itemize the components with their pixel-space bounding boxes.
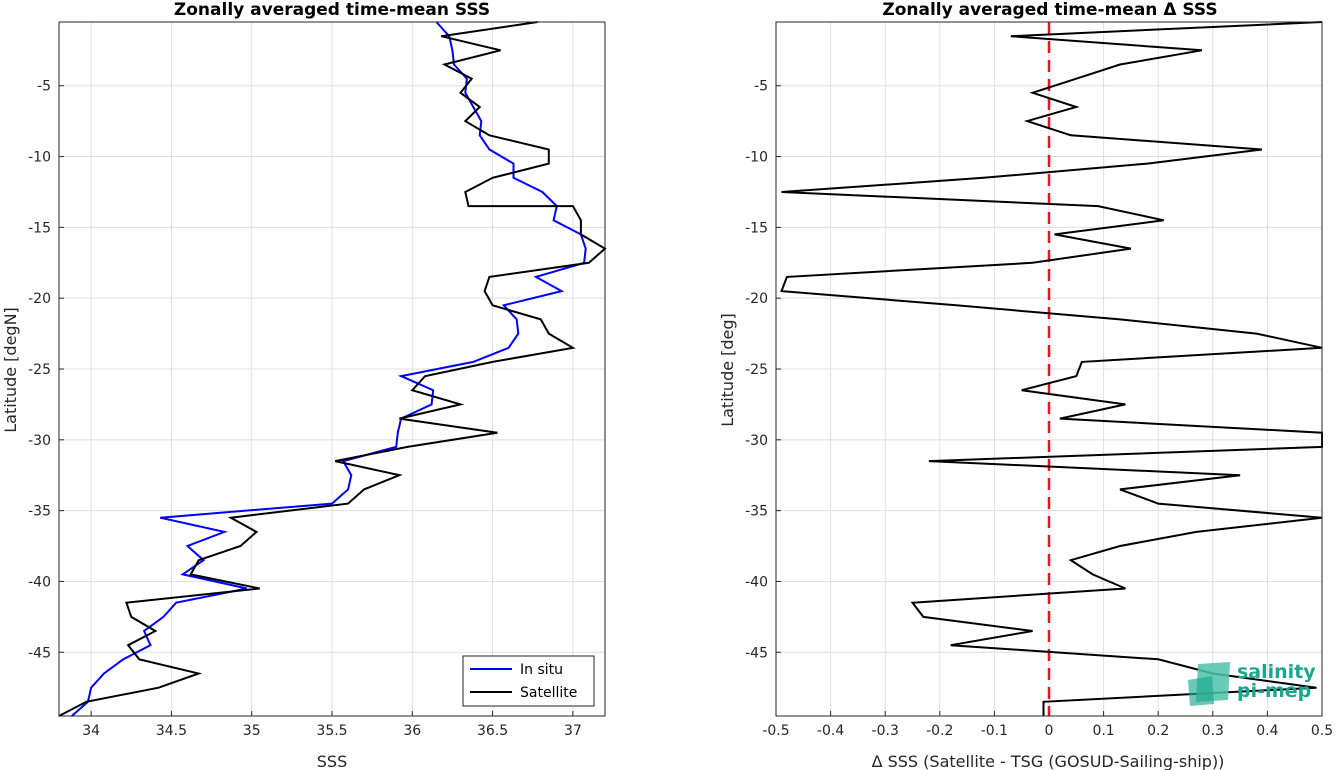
legend-label-in-situ: In situ: [520, 662, 563, 678]
legend: In situ Satellite: [462, 655, 595, 707]
left-x-tick-label: 37: [564, 723, 582, 739]
left-x-tick-label: 36: [403, 723, 421, 739]
right-x-tick-label: 0.2: [1147, 723, 1169, 739]
left-plot-frame: [58, 21, 606, 717]
left-y-tick-label: -45: [28, 645, 51, 661]
salinity-pi-mep-logo: salinity pi-mep: [1188, 661, 1316, 706]
right-x-tick-label: 0.4: [1256, 723, 1278, 739]
left-y-axis-label: Latitude [degN]: [1, 307, 20, 433]
right-x-tick-label: -0.4: [817, 723, 844, 739]
right-y-tick-label: -5: [754, 79, 768, 95]
right-x-tick-label: -0.1: [981, 723, 1008, 739]
left-y-tick-label: -20: [28, 291, 51, 307]
right-x-axis-label: Δ SSS (Satellite - TSG (GOSUD-Sailing-sh…: [872, 752, 1225, 770]
right-panel: Zonally averaged time-mean Δ SSS Δ SSS (…: [718, 0, 1333, 770]
left-y-tick-label: -25: [28, 362, 51, 378]
right-y-axis-label: Latitude [deg]: [718, 313, 737, 427]
left-y-tick-label: -35: [28, 504, 51, 520]
right-x-tick-label: 0.1: [1092, 723, 1114, 739]
left-y-tick-label: -5: [37, 79, 51, 95]
right-y-tick-label: -40: [745, 574, 768, 590]
left-chart-title: Zonally averaged time-mean SSS: [174, 0, 490, 20]
logo-mark-shadow-icon: [1188, 676, 1214, 706]
right-y-tick-label: -35: [745, 504, 768, 520]
left-x-tick-label: 36.5: [477, 723, 508, 739]
logo-text-line1: salinity: [1237, 661, 1316, 683]
left-y-tick-label: -10: [28, 150, 51, 166]
right-y-tick-label: -15: [745, 220, 768, 236]
right-chart-title: Zonally averaged time-mean Δ SSS: [882, 0, 1217, 20]
left-series-in-situ-line: [71, 21, 587, 717]
left-y-tick-label: -15: [28, 220, 51, 236]
right-y-tick-label: -20: [745, 291, 768, 307]
right-x-tick-label: -0.3: [872, 723, 899, 739]
right-x-tick-label: 0.5: [1311, 723, 1333, 739]
legend-box: [462, 655, 595, 707]
logo-text-line2: pi-mep: [1237, 680, 1311, 702]
right-x-tick-label: 0: [1045, 723, 1054, 739]
right-series-delta-sss-line: [780, 21, 1323, 716]
left-y-tick-label: -30: [28, 433, 51, 449]
right-y-tick-label: -45: [745, 645, 768, 661]
right-y-tick-label: -10: [745, 150, 768, 166]
left-x-tick-label: 34: [82, 723, 100, 739]
right-x-tick-label: -0.2: [926, 723, 953, 739]
right-x-tick-label: -0.5: [762, 723, 789, 739]
right-y-tick-label: -30: [745, 433, 768, 449]
left-x-axis-label: SSS: [317, 752, 347, 770]
right-x-tick-label: 0.3: [1202, 723, 1224, 739]
right-plot-frame: [775, 21, 1323, 717]
left-series-satellite-line: [58, 21, 607, 717]
left-panel: Zonally averaged time-mean SSS SSS Latit…: [1, 0, 607, 770]
left-x-tick-label: 35: [243, 723, 261, 739]
right-y-tick-label: -25: [745, 362, 768, 378]
left-y-tick-label: -40: [28, 574, 51, 590]
left-x-tick-label: 35.5: [316, 723, 347, 739]
legend-label-satellite: Satellite: [520, 685, 577, 701]
left-x-tick-label: 34.5: [156, 723, 187, 739]
